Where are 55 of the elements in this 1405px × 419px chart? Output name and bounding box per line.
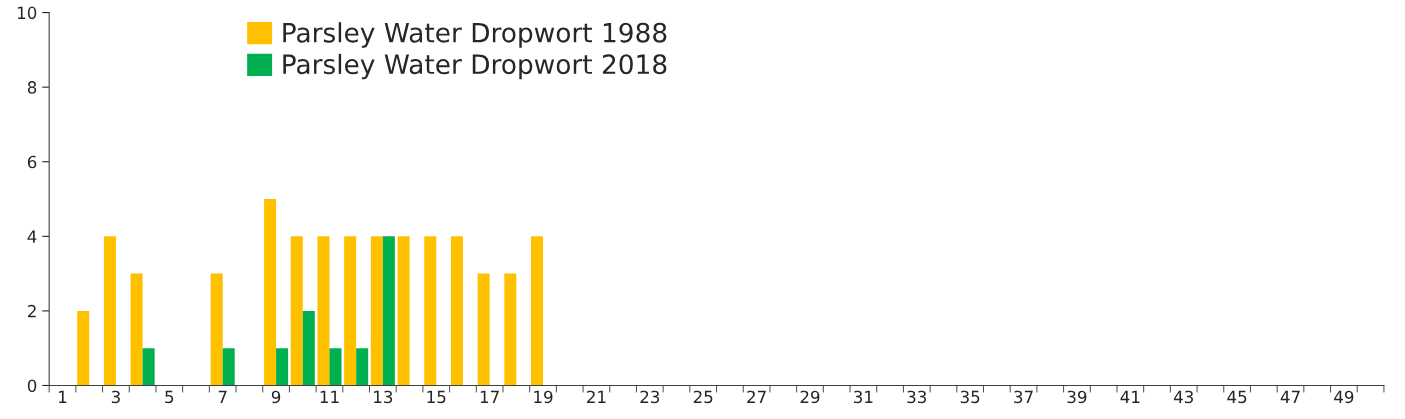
y-tick-label: 6: [27, 155, 37, 169]
bar: [302, 310, 315, 386]
y-tick-label: 4: [27, 230, 37, 243]
x-tick-label: 29: [800, 390, 820, 404]
x-tick-label: 47: [1280, 390, 1300, 404]
bar: [317, 236, 330, 386]
y-tick-label: 8: [27, 81, 37, 94]
x-tick-label: 31: [854, 390, 873, 404]
y-tick-label: 0: [27, 379, 37, 393]
x-tick-label: 17: [480, 390, 499, 404]
x-tick-label: 5: [165, 390, 174, 404]
x-tick-label: 33: [907, 390, 927, 404]
x-tick-label: 3: [111, 390, 120, 404]
bar: [329, 348, 342, 386]
x-tick-label: 45: [1227, 390, 1247, 404]
bar: [397, 236, 410, 386]
bar: [210, 273, 223, 386]
x-tick-label: 13: [374, 390, 393, 404]
x-tick-label: 19: [534, 390, 553, 404]
x-tick-label: 9: [271, 390, 281, 404]
x-tick-label: 43: [1173, 390, 1193, 404]
bar: [290, 236, 303, 386]
x-tick-label: 1: [59, 390, 67, 404]
x-tick-label: 37: [1014, 390, 1033, 404]
x-tick-label: 23: [640, 390, 660, 404]
x-tick-label: 49: [1334, 390, 1354, 404]
bar: [356, 348, 369, 386]
legend-label: Parsley Water Dropwort 2018: [283, 53, 667, 80]
bar: [344, 236, 357, 386]
x-tick-label: 25: [693, 390, 713, 404]
bar: [504, 273, 517, 386]
bar: [276, 348, 289, 386]
x-tick-label: 21: [587, 390, 606, 404]
x-tick-label: 7: [218, 390, 227, 404]
bar: [222, 348, 235, 386]
bar: [103, 236, 116, 386]
bar: [382, 236, 395, 386]
x-tick-label: 27: [747, 390, 766, 404]
x-tick-label: 35: [960, 390, 980, 404]
bar: [130, 273, 143, 386]
bar: [477, 273, 490, 386]
bar: [424, 236, 437, 386]
x-tick-label: 39: [1067, 390, 1087, 404]
x-tick-label: 15: [427, 390, 446, 404]
x-tick-label: 11: [320, 390, 339, 404]
x-tick-label: 41: [1120, 390, 1140, 404]
bar: [142, 348, 155, 386]
y-tick-label: 2: [27, 304, 36, 318]
legend-label: Parsley Water Dropwort 1988: [283, 22, 667, 48]
bar: [370, 236, 383, 386]
bar: [77, 310, 90, 386]
bar: [450, 236, 463, 386]
bar: [264, 199, 277, 386]
y-tick-label: 10: [17, 6, 37, 20]
bar: [531, 236, 544, 386]
